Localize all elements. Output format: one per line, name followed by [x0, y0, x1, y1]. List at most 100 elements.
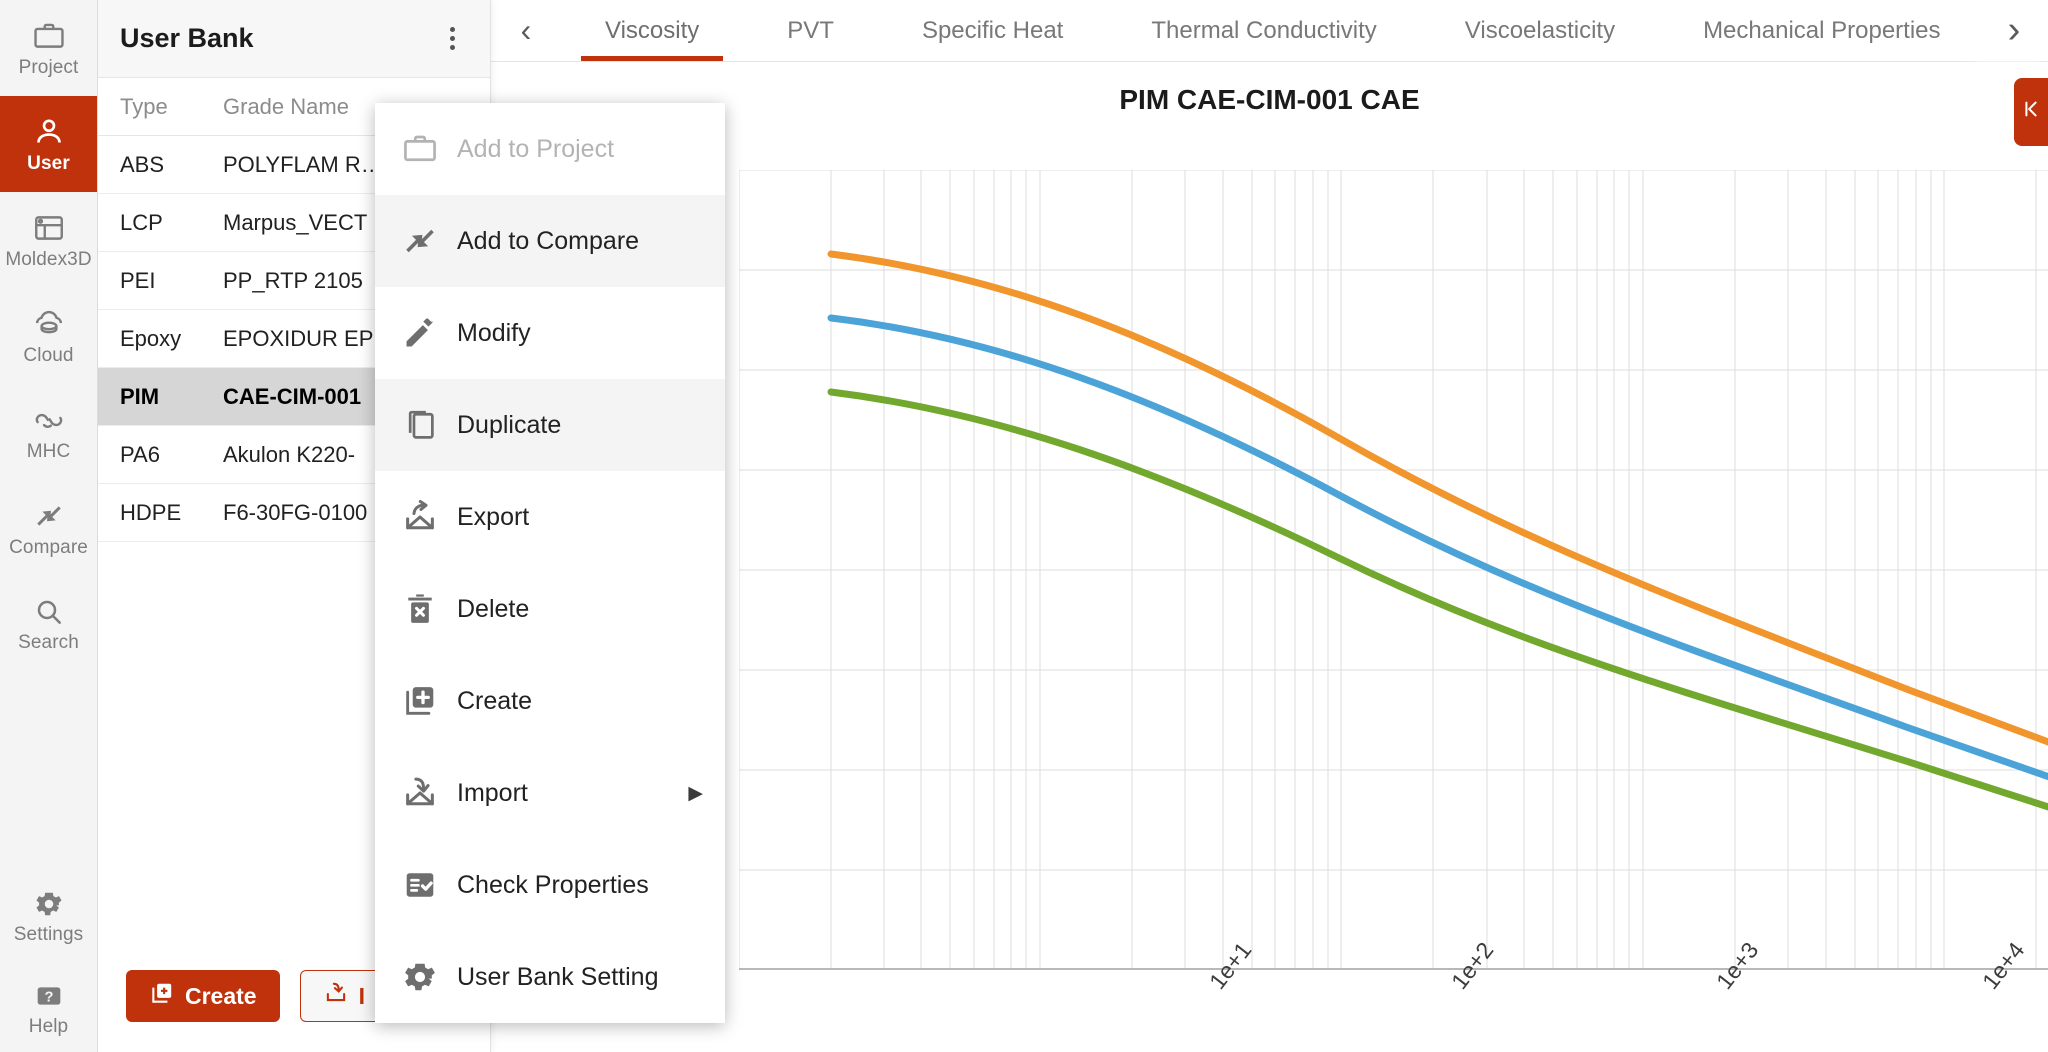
menu-item-modify[interactable]: Modify [375, 287, 725, 379]
cell-grade: F6-30FG-0100 [223, 499, 368, 525]
tab-label: PVT [787, 16, 834, 44]
tab-list: Viscosity PVT Specific Heat Thermal Cond… [561, 0, 2048, 61]
briefcase-icon [32, 19, 66, 53]
pencil-icon [401, 314, 457, 352]
user-bank-footer: Create I [98, 940, 490, 1052]
menu-item-delete[interactable]: Delete [375, 563, 725, 655]
rail-spacer [0, 672, 97, 868]
menu-item-add-to-compare[interactable]: Add to Compare [375, 195, 725, 287]
table-row[interactable]: PA6 Akulon K220- [98, 426, 490, 484]
tab-label: Thermal Conductivity [1151, 16, 1377, 44]
tab-scroll-left-button[interactable]: ‹ [491, 0, 561, 61]
primary-nav-rail: Project User Moldex3D [0, 0, 98, 1052]
rail-item-label: Moldex3D [5, 249, 92, 270]
menu-item-create[interactable]: Create [375, 655, 725, 747]
rail-item-cloud[interactable]: Cloud [0, 288, 97, 384]
bank-more-menu-button[interactable] [432, 17, 472, 61]
cell-grade: Akulon K220- [223, 441, 356, 467]
menu-item-label: Check Properties [457, 870, 649, 899]
menu-item-label: Delete [457, 594, 530, 623]
tab-mechanical-properties[interactable]: Mechanical Properties [1659, 0, 1984, 61]
table-row[interactable]: LCP Marpus_VECT [98, 194, 490, 252]
tab-thermal-conductivity[interactable]: Thermal Conductivity [1107, 0, 1420, 61]
cell-type: Epoxy [120, 325, 182, 351]
cell-grade: Marpus_VECT [223, 209, 368, 235]
rail-item-label: Search [18, 632, 79, 653]
chart-title: PIM CAE-CIM-001 CAE [1119, 84, 1420, 115]
rail-item-mhc[interactable]: MHC [0, 384, 97, 480]
menu-item-duplicate[interactable]: Duplicate [375, 379, 725, 471]
series-line-160 [827, 314, 2048, 781]
grid-lines [739, 170, 2048, 970]
tab-pvt[interactable]: PVT [743, 0, 878, 61]
menu-item-label: Duplicate [457, 410, 562, 439]
menu-item-check-properties[interactable]: Check Properties [375, 839, 725, 931]
rail-item-moldex3d[interactable]: Moldex3D [0, 192, 97, 288]
tab-scroll-right-button[interactable]: › [1980, 0, 2048, 61]
rail-item-label: User [27, 153, 70, 174]
cell-type: PA6 [120, 441, 160, 467]
content-area: ‹ Viscosity PVT Specific Heat Thermal Co… [491, 0, 2048, 1052]
cell-type: PEI [120, 267, 156, 293]
tab-label: Mechanical Properties [1703, 16, 1941, 44]
menu-item-label: Create [457, 686, 533, 715]
menu-item-export[interactable]: Export [375, 471, 725, 563]
cell-type: LCP [120, 209, 163, 235]
briefcase-icon [401, 130, 457, 168]
menu-item-label: Add to Project [457, 134, 615, 163]
compare-icon [401, 222, 457, 260]
page-title: User Bank [120, 23, 254, 53]
table-row[interactable]: Epoxy EPOXIDUR EP [98, 310, 490, 368]
rail-item-project[interactable]: Project [0, 0, 97, 96]
cell-grade: CAE-CIM-001 [223, 383, 362, 409]
table-row[interactable]: ABS POLYFLAM R… [98, 136, 490, 194]
help-icon: ? [33, 980, 65, 1012]
panel-collapse-handle[interactable] [2014, 78, 2048, 146]
table-header-row: Type Grade Name [98, 78, 490, 136]
mhc-icon [32, 403, 66, 437]
search-icon [33, 596, 65, 628]
rail-item-user[interactable]: User [0, 96, 97, 192]
user-bank-header: User Bank [98, 0, 490, 78]
rail-item-label: MHC [26, 441, 71, 462]
rail-item-settings[interactable]: Settings [0, 868, 97, 964]
submenu-arrow-icon: ▶ [688, 782, 703, 804]
export-icon [401, 498, 457, 536]
create-icon [401, 682, 457, 720]
table-row[interactable]: HDPE F6-30FG-0100 [98, 484, 490, 542]
menu-item-label: Add to Compare [457, 226, 640, 255]
import-icon [323, 980, 349, 1012]
tab-viscoelasticity[interactable]: Viscoelasticity [1421, 0, 1659, 61]
gear-icon [33, 888, 65, 920]
rail-item-compare[interactable]: Compare [0, 480, 97, 576]
cell-type: HDPE [120, 499, 182, 525]
rail-item-label: Compare [9, 537, 88, 558]
rail-item-label: Project [18, 57, 79, 78]
menu-item-label: Import [457, 778, 528, 807]
property-tabbar: ‹ Viscosity PVT Specific Heat Thermal Co… [491, 0, 2048, 62]
column-header-grade: Grade Name [223, 93, 349, 119]
context-menu: Add to Project Add to Compare Modify [375, 103, 725, 1023]
create-button[interactable]: Create [126, 970, 280, 1022]
table-row[interactable]: PEI PP_RTP 2105 [98, 252, 490, 310]
cloud-icon [32, 307, 66, 341]
tab-specific-heat[interactable]: Specific Heat [878, 0, 1107, 61]
import-icon [401, 774, 457, 812]
collapse-left-icon [2020, 98, 2042, 126]
cell-type: ABS [120, 151, 165, 177]
user-icon [32, 115, 66, 149]
column-header-type: Type [120, 93, 168, 119]
rail-item-search[interactable]: Search [0, 576, 97, 672]
menu-item-import[interactable]: Import ▶ [375, 747, 725, 839]
gear-icon [401, 958, 457, 996]
tab-viscosity[interactable]: Viscosity [561, 0, 743, 61]
create-icon [149, 980, 175, 1012]
dot-icon [449, 36, 455, 41]
menu-item-add-to-project[interactable]: Add to Project [375, 103, 725, 195]
rail-item-help[interactable]: ? Help [0, 964, 97, 1052]
create-button-label: Create [185, 982, 257, 1009]
tab-label: Specific Heat [921, 16, 1064, 44]
menu-item-user-bank-setting[interactable]: User Bank Setting [375, 931, 725, 1023]
tab-label: Viscoelasticity [1464, 16, 1616, 44]
dot-icon [449, 27, 455, 32]
